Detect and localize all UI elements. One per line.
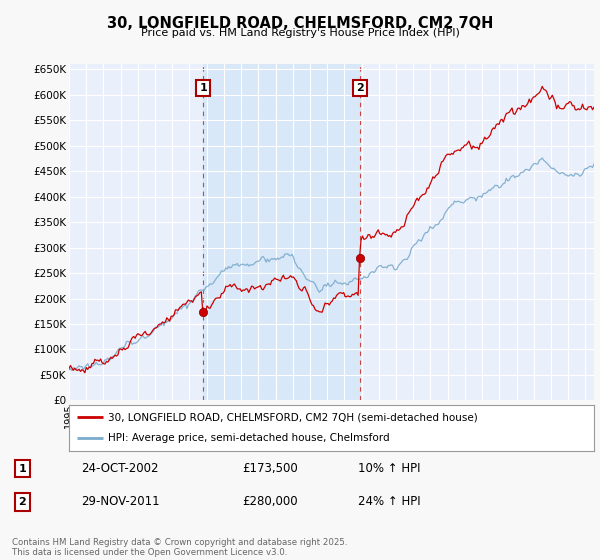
Text: Price paid vs. HM Land Registry's House Price Index (HPI): Price paid vs. HM Land Registry's House … xyxy=(140,28,460,38)
Text: 29-NOV-2011: 29-NOV-2011 xyxy=(81,496,160,508)
Text: 1: 1 xyxy=(199,83,207,93)
Text: 2: 2 xyxy=(19,497,26,507)
Text: 30, LONGFIELD ROAD, CHELMSFORD, CM2 7QH (semi-detached house): 30, LONGFIELD ROAD, CHELMSFORD, CM2 7QH … xyxy=(109,412,478,422)
Text: 1: 1 xyxy=(19,464,26,474)
Text: HPI: Average price, semi-detached house, Chelmsford: HPI: Average price, semi-detached house,… xyxy=(109,433,390,444)
Bar xyxy=(203,64,360,400)
Text: 24% ↑ HPI: 24% ↑ HPI xyxy=(358,496,420,508)
Text: £173,500: £173,500 xyxy=(242,462,298,475)
Text: 10% ↑ HPI: 10% ↑ HPI xyxy=(358,462,420,475)
Text: 2: 2 xyxy=(356,83,364,93)
Text: £280,000: £280,000 xyxy=(242,496,298,508)
Text: 30, LONGFIELD ROAD, CHELMSFORD, CM2 7QH: 30, LONGFIELD ROAD, CHELMSFORD, CM2 7QH xyxy=(107,16,493,31)
Text: Contains HM Land Registry data © Crown copyright and database right 2025.
This d: Contains HM Land Registry data © Crown c… xyxy=(12,538,347,557)
Text: 24-OCT-2002: 24-OCT-2002 xyxy=(81,462,158,475)
